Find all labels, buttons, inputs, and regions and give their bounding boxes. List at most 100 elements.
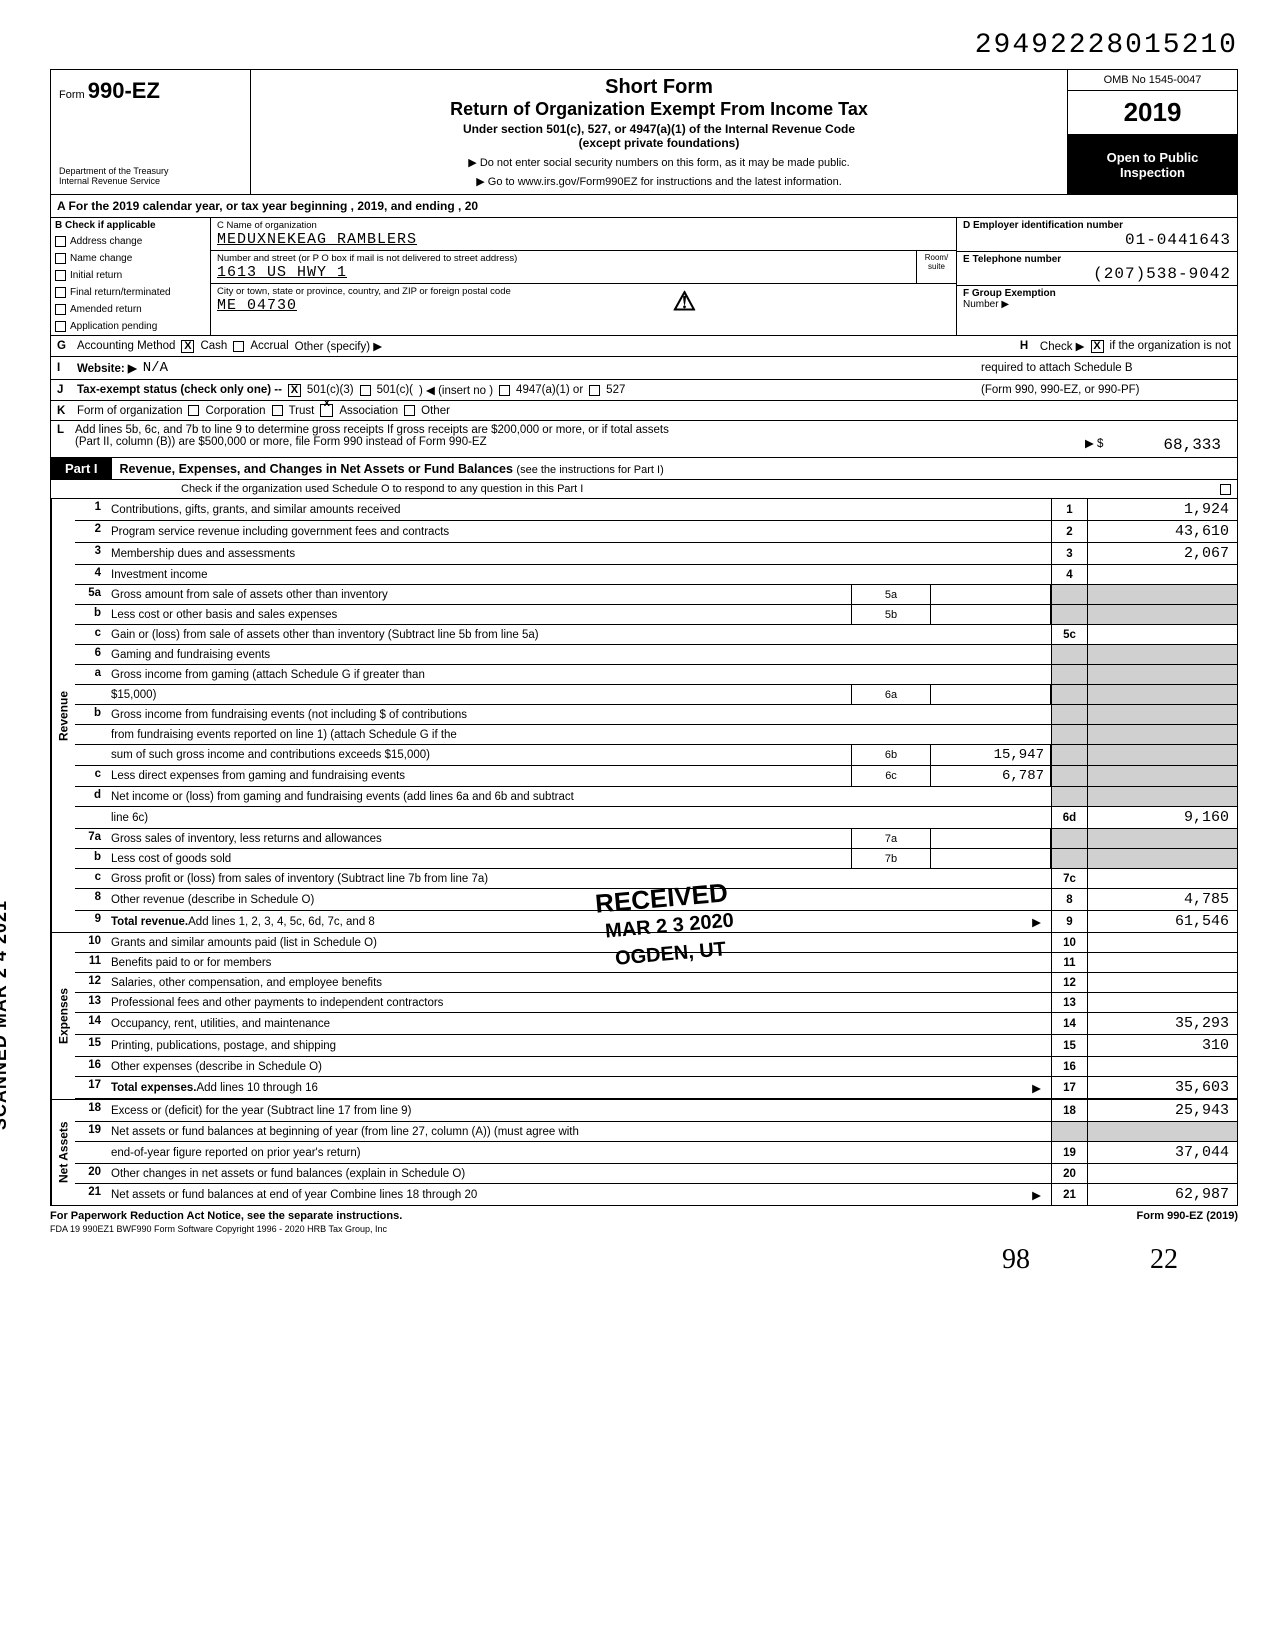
line-k: K Form of organization Corporation Trust… bbox=[50, 401, 1238, 421]
f-number-label: Number ▶ bbox=[963, 299, 1231, 310]
scanned-stamp: SCANNED MAR 2 4 2021 bbox=[0, 900, 11, 1130]
line-3-value: 2,067 bbox=[1087, 543, 1237, 564]
cb-4947[interactable] bbox=[499, 385, 510, 396]
cb-no-sched-b[interactable]: X bbox=[1091, 340, 1104, 353]
line-13-value bbox=[1087, 993, 1237, 1012]
handwritten-notes: 98 22 bbox=[50, 1244, 1238, 1276]
table-row: 11Benefits paid to or for members11 bbox=[75, 953, 1237, 973]
cb-amended[interactable] bbox=[55, 304, 66, 315]
table-row: 20Other changes in net assets or fund ba… bbox=[75, 1164, 1237, 1184]
website-value: N/A bbox=[143, 360, 168, 376]
f-group-label: F Group Exemption bbox=[963, 288, 1231, 299]
table-row: line 6c)6d9,160 bbox=[75, 807, 1237, 829]
cb-501c3[interactable]: X bbox=[288, 384, 301, 397]
table-row: aGross income from gaming (attach Schedu… bbox=[75, 665, 1237, 685]
cb-initial[interactable] bbox=[55, 270, 66, 281]
cb-other[interactable] bbox=[404, 405, 415, 416]
c-city-value: ME 04730 bbox=[217, 297, 950, 314]
table-row: 14Occupancy, rent, utilities, and mainte… bbox=[75, 1013, 1237, 1035]
line-i: I Website: ▶ N/A required to attach Sche… bbox=[50, 357, 1238, 380]
d-ein-label: D Employer identification number bbox=[963, 220, 1231, 231]
section-bcde: B Check if applicable Address change Nam… bbox=[50, 218, 1238, 336]
table-row: 17Total expenses. Add lines 10 through 1… bbox=[75, 1077, 1237, 1099]
line-17-value: 35,603 bbox=[1087, 1077, 1237, 1098]
document-number: 29492228015210 bbox=[50, 30, 1238, 61]
cb-501c[interactable] bbox=[360, 385, 371, 396]
col-c-org-info: C Name of organization MEDUXNEKEAG RAMBL… bbox=[211, 218, 957, 335]
line-j: J Tax-exempt status (check only one) -- … bbox=[50, 380, 1238, 401]
room-suite: Room/ suite bbox=[916, 251, 956, 283]
footer-paperwork: For Paperwork Reduction Act Notice, see … bbox=[50, 1210, 402, 1222]
line-8-value: 4,785 bbox=[1087, 889, 1237, 910]
subtitle-except: (except private foundations) bbox=[261, 136, 1057, 150]
open-public: Open to Public Inspection bbox=[1068, 135, 1237, 194]
table-row: 10Grants and similar amounts paid (list … bbox=[75, 933, 1237, 953]
part-1-header: Part I Revenue, Expenses, and Changes in… bbox=[50, 458, 1238, 480]
table-row: 19Net assets or fund balances at beginni… bbox=[75, 1122, 1237, 1142]
line-21-value: 62,987 bbox=[1087, 1184, 1237, 1205]
cb-pending[interactable] bbox=[55, 321, 66, 332]
section-revenue: Revenue1Contributions, gifts, grants, an… bbox=[50, 499, 1238, 933]
table-row: 16Other expenses (describe in Schedule O… bbox=[75, 1057, 1237, 1077]
part-1-label: Part I bbox=[51, 458, 112, 479]
footer-form: Form 990-EZ (2019) bbox=[1137, 1210, 1238, 1222]
line-14-value: 35,293 bbox=[1087, 1013, 1237, 1034]
row-a-calendar-year: A For the 2019 calendar year, or tax yea… bbox=[50, 195, 1238, 218]
cb-schedule-o[interactable] bbox=[1220, 484, 1231, 495]
c-street-value: 1613 US HWY 1 bbox=[217, 264, 914, 281]
table-row: end-of-year figure reported on prior yea… bbox=[75, 1142, 1237, 1164]
line-4-value bbox=[1087, 565, 1237, 584]
table-row: 4Investment income4 bbox=[75, 565, 1237, 585]
form-label: Form 990-EZ bbox=[59, 78, 242, 104]
table-row: 5aGross amount from sale of assets other… bbox=[75, 585, 1237, 605]
gross-receipts: 68,333 bbox=[1163, 436, 1231, 454]
table-row: 9Total revenue. Add lines 1, 2, 3, 4, 5c… bbox=[75, 911, 1237, 932]
c-name-label: C Name of organization bbox=[217, 220, 950, 231]
footer: For Paperwork Reduction Act Notice, see … bbox=[50, 1206, 1238, 1222]
table-row: 12Salaries, other compensation, and empl… bbox=[75, 973, 1237, 993]
line-1-value: 1,924 bbox=[1087, 499, 1237, 520]
cb-final[interactable] bbox=[55, 287, 66, 298]
line-l: L Add lines 5b, 6c, and 7b to line 9 to … bbox=[50, 421, 1238, 458]
line-g-h: G Accounting Method XCash Accrual Other … bbox=[50, 336, 1238, 357]
table-row: $15,000)6a bbox=[75, 685, 1237, 705]
vert-label: Expenses bbox=[51, 933, 75, 1099]
title-short-form: Short Form bbox=[261, 76, 1057, 99]
title-return: Return of Organization Exempt From Incom… bbox=[261, 99, 1057, 120]
table-row: from fundraising events reported on line… bbox=[75, 725, 1237, 745]
line-7c-value bbox=[1087, 869, 1237, 888]
cb-corp[interactable] bbox=[188, 405, 199, 416]
e-phone-value: (207)538-9042 bbox=[963, 265, 1231, 283]
cb-cash[interactable]: X bbox=[181, 340, 194, 353]
form-header: Form 990-EZ Department of the Treasury I… bbox=[50, 69, 1238, 195]
line-12-value bbox=[1087, 973, 1237, 992]
table-row: sum of such gross income and contributio… bbox=[75, 745, 1237, 766]
line-18-value: 25,943 bbox=[1087, 1100, 1237, 1121]
cb-address[interactable] bbox=[55, 236, 66, 247]
part-1-check: Check if the organization used Schedule … bbox=[50, 480, 1238, 499]
cb-assoc[interactable]: x bbox=[320, 404, 333, 417]
table-row: 15Printing, publications, postage, and s… bbox=[75, 1035, 1237, 1057]
table-row: 8Other revenue (describe in Schedule O)8… bbox=[75, 889, 1237, 911]
dept-irs: Internal Revenue Service bbox=[59, 176, 242, 186]
part-1-title: Revenue, Expenses, and Changes in Net As… bbox=[120, 462, 513, 476]
e-phone-label: E Telephone number bbox=[963, 254, 1231, 265]
cb-name[interactable] bbox=[55, 253, 66, 264]
cb-accrual[interactable] bbox=[233, 341, 244, 352]
instr-ssn: ▶ Do not enter social security numbers o… bbox=[261, 156, 1057, 169]
line-11-value bbox=[1087, 953, 1237, 972]
table-row: 1Contributions, gifts, grants, and simil… bbox=[75, 499, 1237, 521]
table-row: 7aGross sales of inventory, less returns… bbox=[75, 829, 1237, 849]
subtitle-section: Under section 501(c), 527, or 4947(a)(1)… bbox=[261, 122, 1057, 136]
line-9-value: 61,546 bbox=[1087, 911, 1237, 932]
cb-527[interactable] bbox=[589, 385, 600, 396]
col-de: D Employer identification number 01-0441… bbox=[957, 218, 1237, 335]
cb-trust[interactable] bbox=[272, 405, 283, 416]
table-row: 18Excess or (deficit) for the year (Subt… bbox=[75, 1100, 1237, 1122]
line-2-value: 43,610 bbox=[1087, 521, 1237, 542]
line-10-value bbox=[1087, 933, 1237, 952]
section-expenses: Expenses10Grants and similar amounts pai… bbox=[50, 933, 1238, 1100]
d-ein-value: 01-0441643 bbox=[963, 231, 1231, 249]
table-row: bGross income from fundraising events (n… bbox=[75, 705, 1237, 725]
table-row: dNet income or (loss) from gaming and fu… bbox=[75, 787, 1237, 807]
